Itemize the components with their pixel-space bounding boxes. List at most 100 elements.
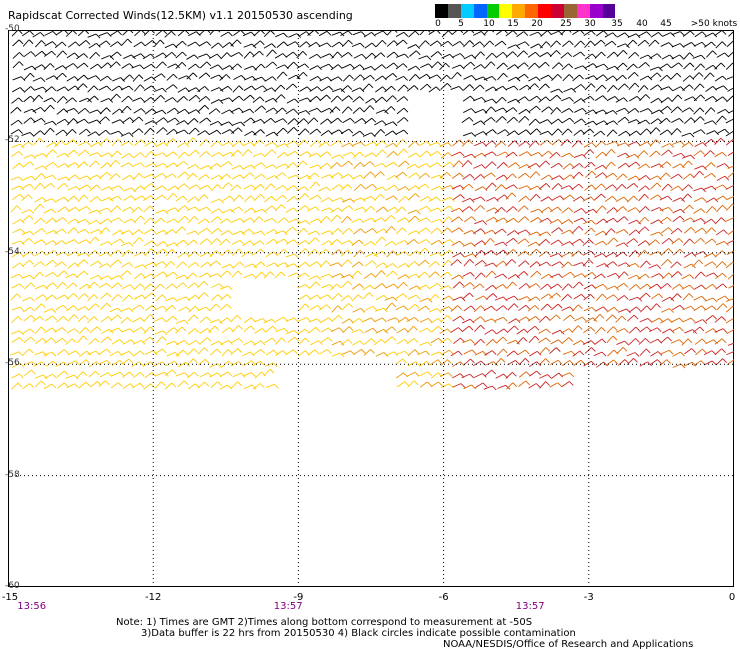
wind-barb — [23, 86, 32, 93]
wind-barb — [220, 230, 229, 236]
wind-barb — [33, 64, 42, 70]
wind-barb-feather — [115, 160, 121, 165]
wind-barb — [165, 297, 174, 302]
wind-barb — [595, 230, 604, 236]
wind-barb-feather — [204, 218, 210, 224]
wind-barb — [362, 132, 372, 137]
wind-barb — [330, 327, 340, 332]
wind-barb-feather — [238, 107, 244, 113]
wind-barb-feather — [401, 206, 407, 212]
wind-barb-feather — [193, 371, 199, 377]
wind-barb — [494, 40, 503, 47]
wind-barb — [187, 261, 196, 268]
wind-barb — [386, 62, 394, 69]
wind-barb — [705, 315, 714, 322]
wind-barb — [221, 109, 230, 115]
wind-barb — [109, 51, 118, 58]
wind-barb-feather — [537, 217, 543, 222]
wind-barb — [54, 240, 63, 246]
wind-barb — [219, 173, 228, 181]
wind-barb-feather — [314, 172, 320, 178]
wind-barb — [287, 150, 296, 157]
wind-barb-feather — [227, 285, 233, 291]
wind-barb-feather — [52, 120, 57, 126]
wind-barb-feather — [96, 209, 102, 215]
wind-barb-feather — [559, 261, 564, 267]
wind-barb-feather — [185, 296, 191, 302]
wind-barb-feather — [501, 141, 507, 146]
wind-barb-feather — [337, 292, 343, 298]
wind-barb — [628, 161, 637, 168]
wind-barb-feather — [129, 74, 134, 80]
wind-barb-feather — [659, 109, 664, 115]
wind-barb-feather — [20, 219, 25, 224]
wind-barb-feather — [636, 219, 642, 225]
wind-barb — [560, 219, 570, 225]
wind-barb-feather — [556, 151, 561, 157]
wind-barb-feather — [128, 249, 133, 255]
wind-barb — [594, 326, 602, 335]
wind-barb — [274, 94, 282, 102]
wind-barb-feather — [722, 272, 727, 278]
wind-barb-feather — [601, 140, 607, 146]
wind-barb-feather — [314, 249, 320, 254]
wind-barb-feather — [140, 273, 146, 278]
wind-barb-feather — [548, 196, 553, 202]
wind-barb — [395, 129, 405, 135]
time-label: 13:56 — [17, 601, 47, 612]
wind-barb — [407, 303, 416, 311]
wind-barb-feather — [468, 139, 473, 145]
wind-barb — [44, 337, 52, 344]
wind-barb-feather — [536, 270, 542, 276]
wind-barb-feather — [283, 328, 289, 333]
wind-barb-feather — [138, 172, 144, 178]
wind-barb-feather — [501, 184, 506, 189]
wind-barb-feather — [75, 360, 80, 366]
wind-barb — [54, 41, 63, 49]
wind-barb-feather — [315, 181, 321, 187]
wind-barb-feather — [547, 374, 552, 379]
wind-barb-feather — [709, 72, 715, 78]
wind-barb — [252, 118, 261, 124]
wind-barb — [441, 185, 451, 190]
wind-barb — [132, 97, 141, 102]
wind-barb — [76, 228, 86, 234]
wind-barb-feather — [162, 127, 168, 132]
wind-barb — [122, 117, 131, 124]
wind-barb-feather — [238, 325, 243, 330]
wind-barb — [275, 327, 285, 333]
wind-barb-feather — [293, 263, 299, 269]
wind-barb-feather — [525, 229, 531, 235]
wind-barb-feather — [239, 240, 245, 245]
wind-barb — [605, 217, 614, 223]
wind-barb-feather — [348, 205, 354, 210]
wind-barb-feather — [140, 327, 146, 332]
wind-barb-feather — [381, 96, 387, 102]
wind-barb-feather — [61, 327, 67, 332]
wind-barb — [274, 84, 282, 92]
wind-barb-feather — [95, 160, 100, 166]
wind-barb-feather — [83, 270, 89, 276]
wind-barb — [220, 304, 228, 311]
wind-barb — [541, 150, 549, 157]
wind-barb-feather — [293, 61, 298, 67]
wind-barb-feather — [250, 195, 255, 201]
wind-barb-feather — [370, 241, 376, 246]
wind-barb-feather — [96, 119, 102, 125]
wind-barb — [661, 227, 669, 234]
wind-barb — [230, 338, 240, 344]
wind-barb-feather — [677, 106, 682, 112]
wind-barb — [187, 282, 195, 289]
wind-barb — [725, 217, 734, 222]
wind-barb-feather — [635, 326, 641, 332]
wind-barb-feather — [445, 62, 450, 68]
wind-barb-feather — [328, 240, 334, 246]
wind-barb — [186, 348, 195, 356]
wind-barb-feather — [437, 283, 442, 288]
wind-barb — [253, 40, 261, 47]
wind-barb — [77, 30, 86, 37]
wind-barb-feather — [150, 127, 155, 133]
wind-barb — [386, 184, 395, 191]
wind-barb — [727, 171, 734, 179]
wind-barb-feather — [250, 94, 255, 100]
